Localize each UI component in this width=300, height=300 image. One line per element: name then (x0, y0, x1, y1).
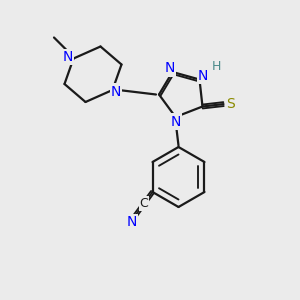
Text: N: N (63, 50, 73, 64)
Text: C: C (140, 197, 148, 210)
Text: N: N (198, 69, 208, 83)
Text: N: N (170, 115, 181, 128)
Text: H: H (211, 60, 221, 74)
Text: S: S (226, 97, 235, 111)
Text: N: N (127, 215, 137, 229)
Text: N: N (164, 61, 175, 75)
Text: N: N (111, 85, 121, 98)
